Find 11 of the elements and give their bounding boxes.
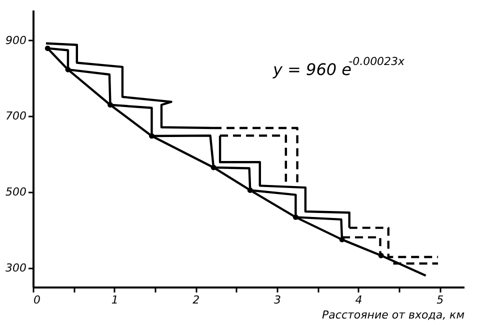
x-tick-label: 5 [436,294,444,306]
x-axis-title: Расстояние от входа, км [322,308,464,322]
y-tick-label: 300 [6,262,26,275]
y-tick-label: 500 [6,186,26,199]
x-tick-label: 2 [192,294,200,306]
x-tick-label: 1 [111,294,118,306]
y-tick-label: 700 [6,110,26,123]
y-tick-label: 900 [6,34,26,47]
x-tick-label: 3 [274,294,281,306]
x-tick-label: 4 [355,294,362,306]
x-tick-label: 0 [34,294,40,306]
